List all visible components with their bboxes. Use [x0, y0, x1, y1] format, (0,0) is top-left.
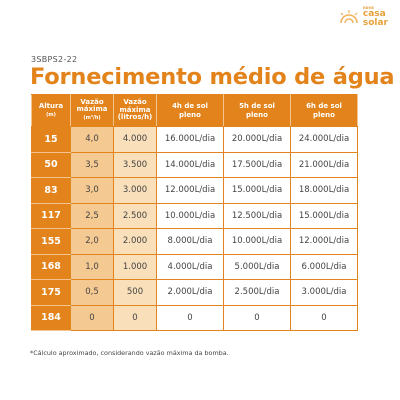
cell-4h: 10.000L/dia	[156, 202, 224, 229]
cell-vazao-m3: 2,5	[70, 202, 114, 229]
header-vazao-litros: Vazão máxima (litros/h)	[113, 94, 157, 127]
cell-altura: 168	[31, 253, 71, 280]
page-title: Fornecimento médio de água	[30, 64, 395, 90]
cell-6h: 12.000L/dia	[290, 228, 358, 255]
cell-4h: 12.000L/dia	[156, 177, 224, 204]
cell-5h: 5.000L/dia	[223, 253, 291, 280]
sun-logo-icon	[340, 10, 358, 24]
cell-altura: 184	[31, 304, 71, 331]
product-code: 3SBPS2-22	[31, 55, 78, 64]
cell-6h: 6.000L/dia	[290, 253, 358, 280]
cell-altura: 117	[31, 202, 71, 229]
table-row: 50 3,5 3.500 14.000L/dia 17.500L/dia 21.…	[31, 151, 358, 178]
cell-6h: 3.000L/dia	[290, 279, 358, 306]
footnote: *Cálculo aproximado, considerando vazão …	[30, 349, 229, 357]
cell-4h: 16.000L/dia	[156, 126, 224, 153]
cell-4h: 2.000L/dia	[156, 279, 224, 306]
cell-5h: 2.500L/dia	[223, 279, 291, 306]
table-row: 175 0,5 500 2.000L/dia 2.500L/dia 3.000L…	[31, 279, 358, 306]
cell-vazao-litros: 3.500	[113, 151, 157, 178]
cell-4h: 14.000L/dia	[156, 151, 224, 178]
header-4h: 4h de sol pleno	[156, 94, 224, 127]
cell-6h: 24.000L/dia	[290, 126, 358, 153]
cell-altura: 50	[31, 151, 71, 178]
cell-vazao-litros: 2.000	[113, 228, 157, 255]
cell-6h: 18.000L/dia	[290, 177, 358, 204]
table-row: 168 1,0 1.000 4.000L/dia 5.000L/dia 6.00…	[31, 253, 358, 280]
cell-5h: 0	[223, 304, 291, 331]
cell-vazao-m3: 4,0	[70, 126, 114, 153]
cell-altura: 83	[31, 177, 71, 204]
cell-vazao-litros: 500	[113, 279, 157, 306]
cell-altura: 155	[31, 228, 71, 255]
table-row: 184 0 0 0 0 0	[31, 304, 358, 331]
cell-vazao-litros: 2.500	[113, 202, 157, 229]
brand-name-line2: solar	[362, 18, 388, 28]
water-supply-table: Altura (m) Vazão máxima (m³/h) Vazão máxima(…	[31, 94, 358, 331]
cell-vazao-m3: 2,0	[70, 228, 114, 255]
table-row: 155 2,0 2.000 8.000L/dia 10.000L/dia 12.…	[31, 228, 358, 255]
header-5h: 5h de sol pleno	[223, 94, 291, 127]
cell-6h: 0	[290, 304, 358, 331]
brand-logo: nova casa solar	[338, 6, 388, 28]
cell-vazao-litros: 0	[113, 304, 157, 331]
table-row: 83 3,0 3.000 12.000L/dia 15.000L/dia 18.…	[31, 177, 358, 204]
cell-5h: 17.500L/dia	[223, 151, 291, 178]
cell-vazao-litros: 3.000	[113, 177, 157, 204]
cell-5h: 12.500L/dia	[223, 202, 291, 229]
cell-6h: 15.000L/dia	[290, 202, 358, 229]
cell-4h: 0	[156, 304, 224, 331]
table-header-row: Altura (m) Vazão máxima (m³/h) Vazão máxima(…	[31, 94, 358, 127]
brand-small-text: nova	[362, 5, 374, 10]
cell-5h: 15.000L/dia	[223, 177, 291, 204]
cell-4h: 8.000L/dia	[156, 228, 224, 255]
cell-4h: 4.000L/dia	[156, 253, 224, 280]
table-row: 117 2,5 2.500 10.000L/dia 12.500L/dia 15…	[31, 202, 358, 229]
cell-vazao-m3: 1,0	[70, 253, 114, 280]
cell-vazao-litros: 4.000	[113, 126, 157, 153]
header-vazao-m3: Vazão máxima (m³/h)	[70, 94, 114, 127]
cell-vazao-m3: 3,0	[70, 177, 114, 204]
cell-6h: 21.000L/dia	[290, 151, 358, 178]
cell-altura: 175	[31, 279, 71, 306]
cell-vazao-m3: 0	[70, 304, 114, 331]
cell-vazao-m3: 3,5	[70, 151, 114, 178]
cell-altura: 15	[31, 126, 71, 153]
cell-vazao-litros: 1.000	[113, 253, 157, 280]
header-6h: 6h de sol pleno	[290, 94, 358, 127]
cell-5h: 20.000L/dia	[223, 126, 291, 153]
table-row: 15 4,0 4.000 16.000L/dia 20.000L/dia 24.…	[31, 126, 358, 153]
brand-name-line1: casa	[362, 9, 386, 19]
header-altura: Altura (m)	[31, 94, 71, 127]
cell-5h: 10.000L/dia	[223, 228, 291, 255]
cell-vazao-m3: 0,5	[70, 279, 114, 306]
